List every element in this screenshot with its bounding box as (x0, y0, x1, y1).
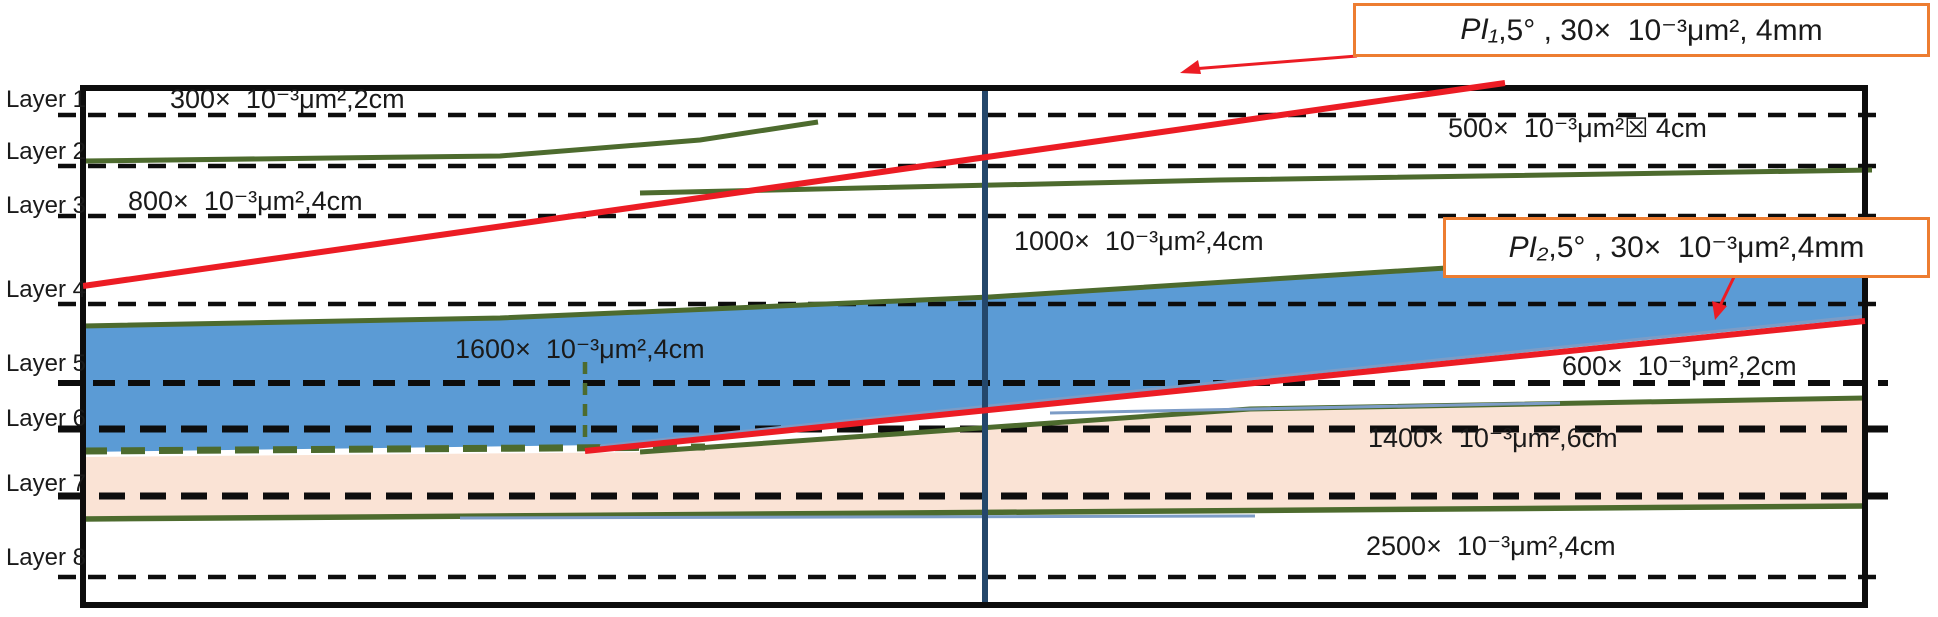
zone-label-600: 600× 10⁻³μm²,2cm (1562, 351, 1797, 381)
steelblue-line-bottom (459, 514, 1256, 520)
zone-label-300: 300× 10⁻³μm²,2cm (170, 84, 405, 114)
layer-label-5: Layer 5 (5, 350, 86, 377)
layer-label-1: Layer 1 (5, 86, 86, 113)
pi1-well-details: ,5° , 30× 10⁻³μm², 4mm (1498, 13, 1823, 47)
pi1-leader-arrowhead (1180, 60, 1201, 74)
layer-label-3: Layer 3 (5, 192, 86, 219)
reservoir-outline (80, 85, 1868, 608)
pi1-annotation-box: PI₁ ,5° , 30× 10⁻³μm², 4mm (1353, 3, 1930, 57)
layer-label-4: Layer 4 (5, 276, 86, 303)
layer-label-7: Layer 7 (5, 470, 86, 497)
zone-label-500: 500× 10⁻³μm²☒ 4cm (1448, 113, 1707, 143)
zone-label-1000: 1000× 10⁻³μm²,4cm (1014, 226, 1264, 256)
blue-zone-fill (83, 247, 1865, 452)
pi1-well-name: PI₁ (1460, 13, 1499, 46)
pi2-leader-arrow-line (1717, 276, 1736, 309)
zone-label-2500: 2500× 10⁻³μm²,4cm (1366, 531, 1616, 561)
blue-zone-slant-edge-line (599, 314, 1866, 448)
layer-label-6: Layer 6 (5, 405, 86, 432)
pi2-annotation-box: PI₂ ,5° , 30× 10⁻³μm²,4mm (1443, 217, 1930, 278)
pi1-leader-arrow-line (1191, 54, 1358, 71)
pi2-well-details: ,5° , 30× 10⁻³μm²,4mm (1548, 231, 1865, 264)
horizon-line-upper-left (82, 119, 819, 164)
zone-label-800: 800× 10⁻³μm²,4cm (128, 186, 363, 216)
steelblue-line-midright (1049, 401, 1561, 415)
zone-label-1600: 1600× 10⁻³μm²,4cm (455, 334, 705, 364)
well-trajectory-pi1 (82, 80, 1506, 289)
pi2-leader-arrowhead (1712, 301, 1727, 320)
zone-label-1400: 1400× 10⁻³μm²,6cm (1368, 423, 1618, 453)
horizon-line-upper-right (639, 167, 1873, 196)
peach-zone-bottom-horizon-line (82, 503, 1866, 522)
layer-label-8: Layer 8 (5, 544, 86, 571)
layer-label-2: Layer 2 (5, 138, 86, 165)
green-dashed-horizon-line (82, 443, 706, 455)
pi2-well-name: PI₂ (1508, 230, 1549, 264)
well-trajectory-pi2 (584, 318, 1866, 454)
